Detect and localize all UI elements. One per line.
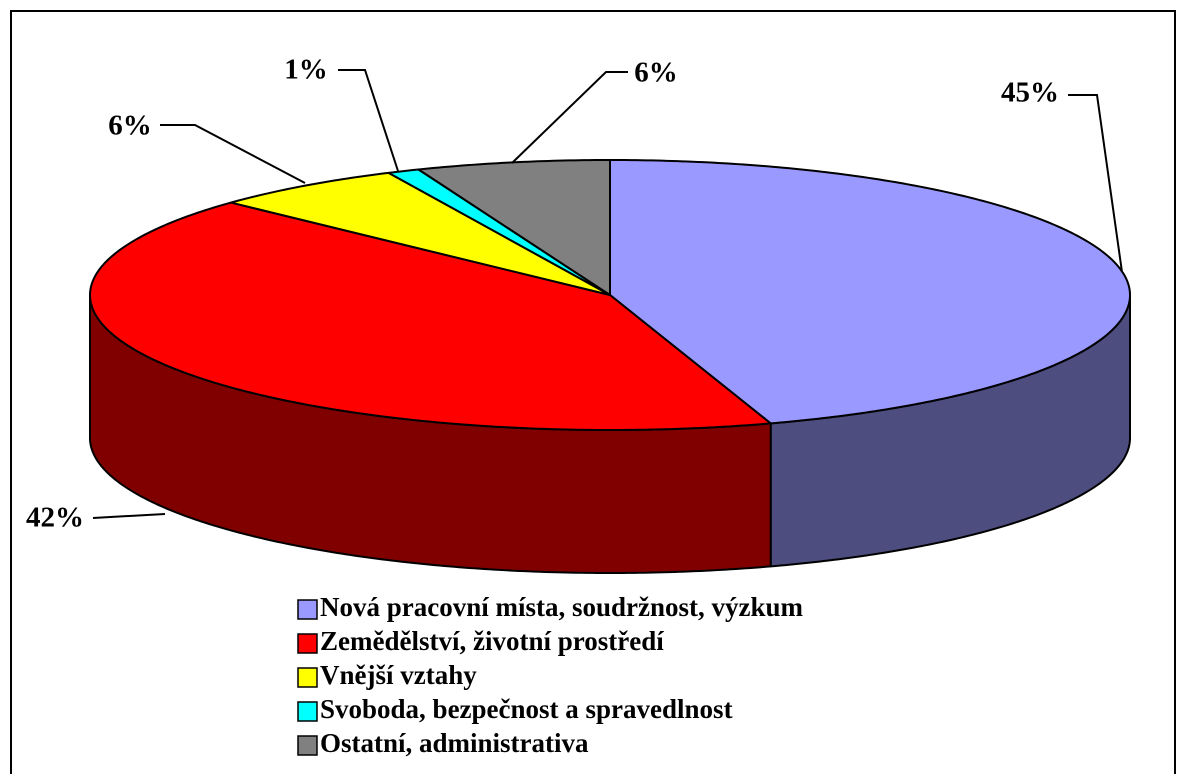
data-label: 45%: [1001, 77, 1059, 109]
data-label: 6%: [634, 57, 678, 89]
legend-label: Vnější vztahy: [320, 660, 477, 690]
pie-slice: [387, 168, 611, 296]
pie-slice: [229, 171, 611, 296]
legend-label: Svoboda, bezpečnost a spravedlnost: [320, 694, 733, 724]
pie-slice: [89, 201, 772, 431]
pie-slice: [609, 159, 1131, 425]
legend-label: Zemědělství, životní prostředí: [320, 626, 664, 656]
legend-swatch: [297, 599, 318, 620]
data-label: 1%: [284, 54, 328, 86]
legend-swatch: [297, 667, 318, 688]
legend-swatch: [297, 701, 318, 722]
legend-swatch: [297, 735, 318, 756]
leader-line: [92, 513, 166, 519]
legend-label: Nová pracovní místa, soudržnost, výzkum: [320, 592, 804, 622]
leader-line: [338, 69, 399, 172]
leader-line: [511, 71, 628, 164]
data-label: 42%: [26, 502, 84, 534]
legend-label: Ostatní, administrativa: [320, 728, 589, 758]
leader-line: [160, 124, 306, 184]
leader-line: [1068, 94, 1123, 273]
legend-swatch: [297, 633, 318, 654]
data-label: 6%: [108, 110, 152, 142]
